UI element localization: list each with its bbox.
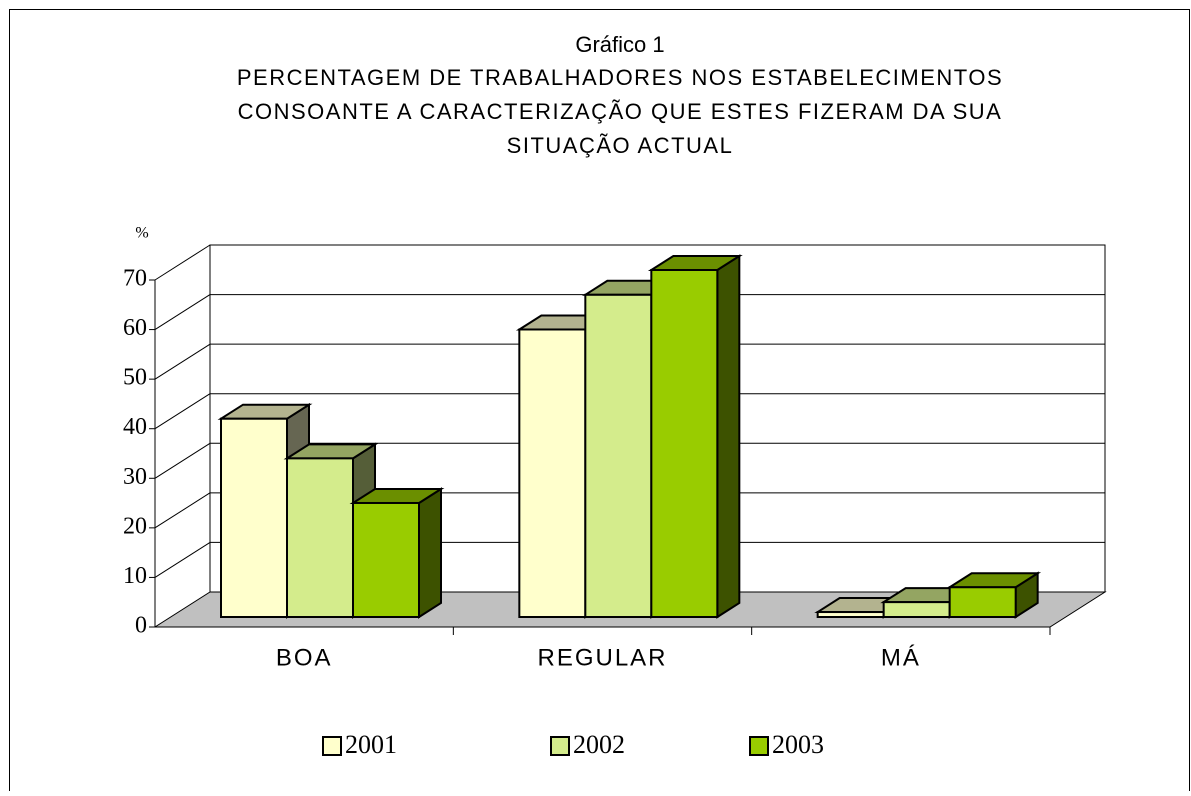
bar-side [716, 254, 741, 619]
bar-front [518, 328, 587, 618]
legend-label: 2003 [772, 730, 824, 759]
x-tick-label: REGULAR [537, 644, 667, 671]
legend-swatch [322, 736, 342, 756]
x-tick-label: MÁ [881, 644, 921, 671]
grid-line [154, 294, 211, 330]
bar-front [882, 601, 951, 619]
grid-line [154, 442, 211, 479]
bar-front [816, 611, 885, 618]
bar-front [352, 501, 420, 618]
chart-subtitle: CONSOANTE A CARACTERIZAÇÃO QUE ESTES FIZ… [238, 99, 1003, 124]
x-tick-label: BOA [276, 644, 333, 671]
y-tick-label: 50 [123, 365, 147, 391]
chart-title: Gráfico 1 [575, 32, 664, 57]
bar-front [650, 269, 719, 618]
bar [647, 254, 743, 619]
y-tick-label: 20 [123, 513, 147, 539]
y-tick-label: 60 [123, 315, 147, 341]
grid-line [154, 542, 211, 578]
legend-swatch [550, 736, 570, 756]
bar-front [584, 293, 653, 618]
bar-front [220, 417, 288, 619]
grid-line [154, 492, 211, 529]
y-axis-label: % [135, 225, 148, 242]
y-tick-label: 10 [123, 563, 147, 589]
y-tick-label: 0 [135, 613, 147, 639]
bar-side [418, 487, 442, 619]
y-tick-label: 40 [123, 414, 147, 440]
bar-front [286, 457, 354, 618]
legend-label: 2001 [345, 730, 397, 759]
chart-subtitle: SITUAÇÃO ACTUAL [507, 133, 734, 158]
grid-line [154, 343, 211, 380]
bar-front [948, 586, 1017, 618]
bar [349, 487, 445, 619]
legend-swatch [749, 736, 769, 756]
grid-line [154, 244, 211, 281]
legend-label: 2002 [573, 730, 625, 759]
bar [946, 571, 1042, 619]
chart-subtitle: PERCENTAGEM DE TRABALHADORES NOS ESTABEL… [237, 65, 1003, 90]
y-tick-label: 70 [123, 266, 147, 292]
y-tick-label: 30 [123, 464, 147, 490]
grid-line [154, 393, 211, 430]
